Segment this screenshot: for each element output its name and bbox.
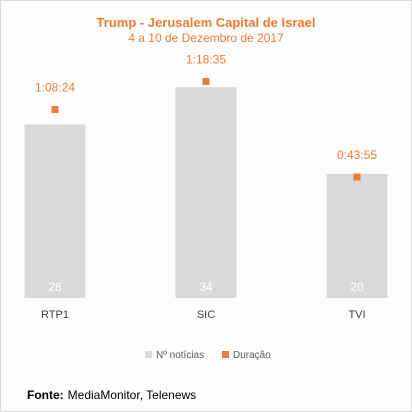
duration-labels: 1:08:24 1:18:35 0:43:55: [35, 52, 377, 162]
duration-marker-sic: [202, 77, 210, 85]
bar-label-sic: 34: [199, 280, 213, 294]
duration-marker-rtp1: [51, 106, 59, 114]
duration-marker-tvi: [353, 173, 361, 181]
legend-label-count: Nº notícias: [156, 350, 204, 361]
chart-title: Trump - Jerusalem Capital de Israel: [97, 15, 316, 30]
category-label-sic: SIC: [197, 309, 215, 321]
bar-tvi: [326, 174, 388, 298]
bar-value-labels: 28 34 20: [48, 280, 364, 294]
legend: Nº notícias Duração: [145, 350, 271, 361]
category-labels: RTP1 SIC TVI: [41, 309, 366, 321]
duration-label-tvi: 0:43:55: [337, 148, 377, 162]
bar-series: [24, 87, 388, 299]
bar-sic: [175, 87, 237, 298]
legend-swatch-duration: [222, 351, 229, 358]
source-line: Fonte: MediaMonitor, Telenews: [27, 388, 196, 402]
bar-label-rtp1: 28: [48, 280, 62, 294]
bar-label-tvi: 20: [350, 280, 364, 294]
category-label-tvi: TVI: [348, 309, 365, 321]
duration-label-sic: 1:18:35: [186, 52, 226, 66]
duration-label-rtp1: 1:08:24: [35, 81, 75, 95]
chart-subtitle: 4 a 10 de Dezembro de 2017: [128, 31, 284, 45]
legend-label-duration: Duração: [233, 350, 271, 361]
category-label-rtp1: RTP1: [41, 309, 69, 321]
source-label: Fonte:: [27, 388, 64, 402]
duration-series: [51, 77, 361, 181]
source-text: MediaMonitor, Telenews: [68, 388, 197, 402]
legend-swatch-count: [145, 351, 152, 358]
bar-rtp1: [24, 124, 86, 299]
